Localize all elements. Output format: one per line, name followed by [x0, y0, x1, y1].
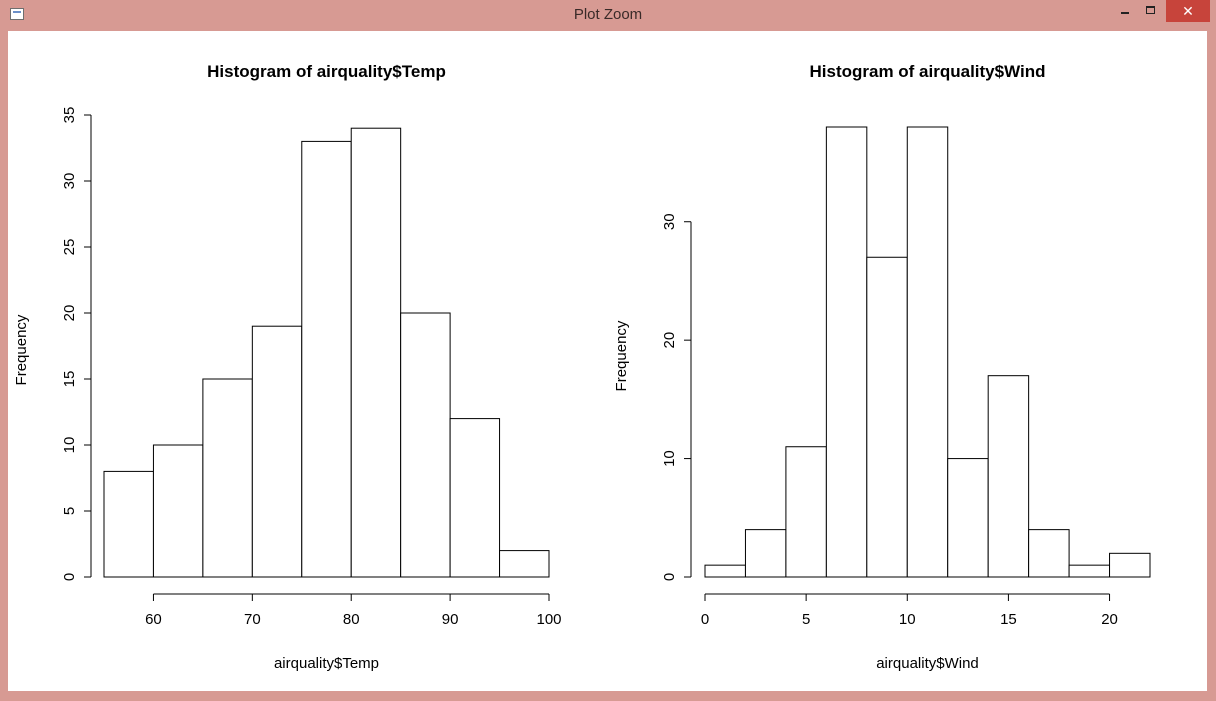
chart-1-bar	[400, 312, 451, 578]
minimize-button[interactable]	[1112, 0, 1138, 22]
chart-1-x-tick-label: 90	[442, 611, 459, 628]
chart-1-x-axis-label: airquality$Temp	[274, 655, 379, 672]
chart-2-bar	[1068, 564, 1111, 578]
close-button[interactable]: ✕	[1166, 0, 1210, 22]
chart-1-x-tick-label: 100	[536, 611, 561, 628]
chart-1-bar	[449, 418, 501, 578]
chart-2-bar	[744, 529, 787, 578]
chart-2-bar	[866, 256, 908, 578]
chart-2-bar	[906, 126, 949, 578]
chart-1-y-tick-label: 15	[61, 371, 78, 388]
chart-1-x-tick-label: 70	[244, 611, 261, 628]
chart-1-title: Histogram of airquality$Temp	[207, 62, 446, 81]
chart-2-bar	[785, 446, 827, 578]
close-icon: ✕	[1182, 3, 1194, 19]
chart-1-x-tick-label: 80	[343, 611, 360, 628]
chart-2-x-tick-label: 0	[701, 611, 709, 628]
chart-2-x-axis-label: airquality$Wind	[876, 655, 979, 672]
chart-1-y-tick-label: 10	[61, 437, 78, 454]
maximize-button[interactable]	[1138, 0, 1164, 22]
chart-2-y-tick-label: 10	[661, 450, 678, 467]
chart-1-y-tick-label: 5	[61, 507, 78, 515]
chart-1-bar	[152, 444, 204, 578]
chart-1-bar	[103, 470, 154, 578]
chart-1-y-tick-label: 20	[61, 305, 78, 322]
chart-2-y-axis-label: Frequency	[613, 320, 630, 391]
chart-2-x-tick-label: 10	[899, 611, 916, 628]
chart-1-y-tick-label: 25	[61, 239, 78, 256]
chart-2-x-tick-label: 15	[1000, 611, 1017, 628]
window-icon	[10, 8, 24, 20]
minimize-icon	[1121, 12, 1129, 14]
chart-2-y-tick-label: 30	[661, 213, 678, 230]
chart-2-y-tick-label: 0	[661, 573, 678, 581]
chart-1-bar	[301, 140, 352, 578]
window-title: Plot Zoom	[573, 6, 643, 23]
chart-2-bar	[947, 458, 989, 578]
chart-1-y-tick-label: 30	[61, 173, 78, 190]
chart-1-bar	[251, 325, 303, 578]
chart-2-title: Histogram of airquality$Wind	[810, 62, 1046, 81]
maximize-icon	[1146, 6, 1155, 14]
chart-1-y-tick-label: 35	[61, 107, 78, 124]
chart-2-x-tick-label: 5	[802, 611, 810, 628]
chart-2-bar	[1028, 529, 1070, 578]
chart-2-bar	[704, 564, 746, 578]
plot-canvas: Histogram of airquality$Temp 60 70 80 90 100 0…	[8, 31, 1207, 691]
chart-1-y-tick-label: 0	[61, 573, 78, 581]
chart-2-bar	[987, 375, 1030, 578]
chart-1-y-axis-label: Frequency	[13, 314, 30, 385]
chart-1-bar	[202, 378, 253, 578]
chart-1-x-tick-label: 60	[145, 611, 162, 628]
chart-1-bar	[499, 550, 550, 578]
chart-2-bar	[1109, 552, 1151, 578]
chart-1-bar	[350, 127, 402, 578]
chart-2-bar	[825, 126, 868, 578]
chart-2-y-tick-label: 20	[661, 332, 678, 349]
title-bar[interactable]: Plot Zoom ✕	[0, 0, 1216, 31]
chart-2-x-tick-label: 20	[1101, 611, 1118, 628]
